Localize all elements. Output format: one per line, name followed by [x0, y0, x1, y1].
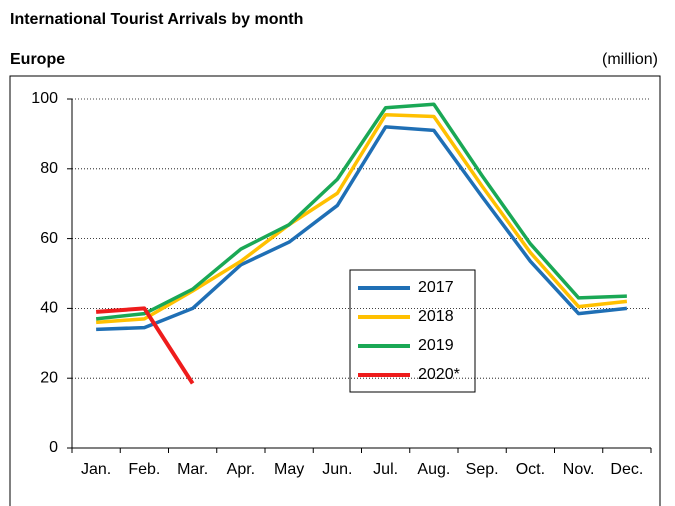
y-tick-label: 80	[40, 160, 58, 177]
y-tick-label: 40	[40, 300, 58, 317]
x-tick-label: May	[274, 461, 304, 478]
y-tick-label: 20	[40, 369, 58, 386]
x-tick-label: Jan.	[81, 461, 111, 478]
y-tick-label: 60	[40, 230, 58, 247]
legend-label: 2019	[418, 337, 454, 354]
legend-label: 2017	[418, 279, 454, 296]
series-line	[95, 112, 628, 325]
x-tick-label: Feb.	[128, 461, 160, 478]
chart-subtitle: Europe	[10, 51, 65, 68]
legend-box	[349, 269, 476, 393]
series-line	[96, 125, 628, 332]
y-tick-label: 0	[49, 439, 58, 456]
x-tick-label: Jul.	[373, 461, 398, 478]
legend-label: 2020*	[418, 366, 460, 383]
frame	[9, 75, 661, 506]
x-tick-label: Aug.	[417, 461, 450, 478]
x-tick-label: Nov.	[563, 461, 595, 478]
x-tick-label: Apr.	[227, 461, 255, 478]
x-tick-label: Sep.	[466, 461, 499, 478]
series-line	[95, 102, 627, 321]
series-line	[95, 306, 195, 385]
x-tick-label: Jun.	[322, 461, 352, 478]
unit-label: (million)	[602, 51, 658, 68]
legend-label: 2018	[418, 308, 454, 325]
y-tick-label: 100	[31, 90, 58, 107]
x-tick-label: Dec.	[610, 461, 643, 478]
x-tick-label: Mar.	[177, 461, 208, 478]
x-tick-label: Oct.	[516, 461, 545, 478]
chart-title: International Tourist Arrivals by month	[10, 11, 303, 28]
